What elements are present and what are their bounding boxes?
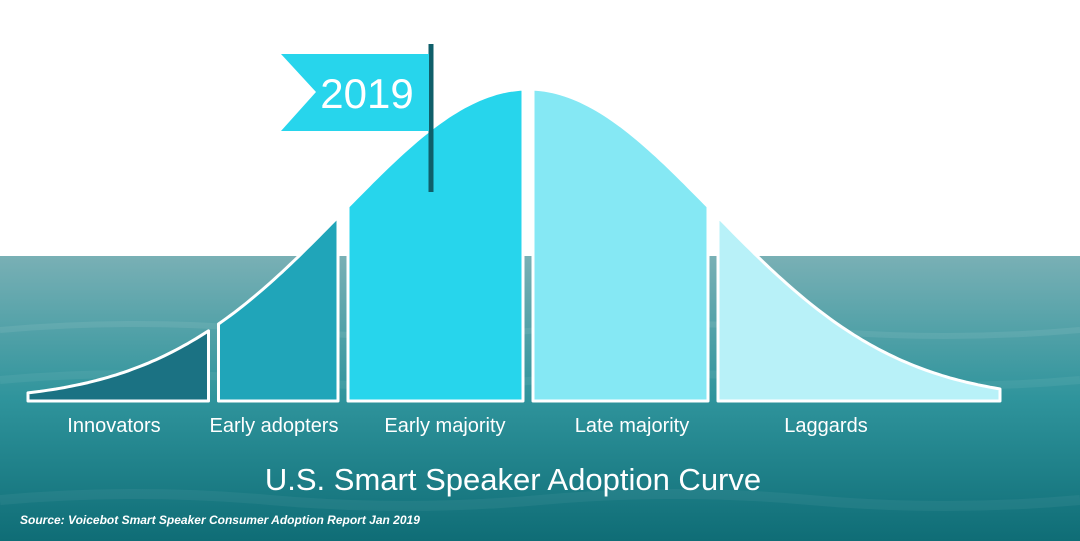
chart-title: U.S. Smart Speaker Adoption Curve bbox=[265, 462, 761, 497]
segment-early-majority bbox=[346, 87, 525, 403]
sea-ripple bbox=[0, 489, 1080, 511]
segment-laggards bbox=[716, 215, 1002, 403]
segment-label-late-majority: Late majority bbox=[575, 415, 690, 437]
segment-label-early-majority: Early majority bbox=[384, 415, 505, 437]
segment-label-early-adopters: Early adopters bbox=[210, 415, 339, 437]
segment-late-majority bbox=[531, 87, 710, 403]
source-note: Source: Voicebot Smart Speaker Consumer … bbox=[20, 513, 420, 527]
segment-early-adopters bbox=[217, 215, 340, 403]
year-flag-label: 2019 bbox=[320, 70, 413, 117]
segment-innovators bbox=[26, 329, 210, 403]
segment-label-laggards: Laggards bbox=[784, 415, 867, 437]
segment-label-innovators: Innovators bbox=[67, 415, 160, 437]
year-flag bbox=[281, 54, 429, 131]
